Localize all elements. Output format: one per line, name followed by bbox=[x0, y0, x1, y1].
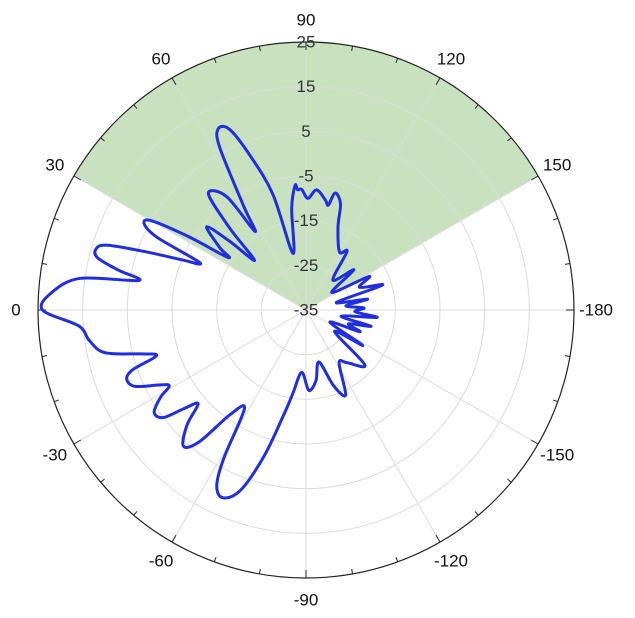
radial-tick-label: 15 bbox=[297, 77, 316, 96]
angle-tick-mark bbox=[133, 104, 138, 109]
angle-tick-mark bbox=[530, 175, 539, 181]
angle-tick-mark bbox=[435, 77, 441, 86]
angular-gridline bbox=[73, 175, 307, 311]
angle-tick-mark bbox=[474, 104, 479, 109]
angle-tick-mark bbox=[171, 77, 177, 86]
angle-tick-label: -90 bbox=[294, 591, 319, 610]
angle-tick-mark bbox=[100, 478, 105, 483]
angle-tick-mark bbox=[213, 556, 217, 563]
angle-tick-mark bbox=[351, 45, 354, 52]
angle-tick-mark bbox=[552, 399, 559, 403]
angle-tick-label: -150 bbox=[540, 446, 574, 465]
angle-tick-mark bbox=[73, 175, 82, 181]
radial-tick-label: -5 bbox=[298, 167, 313, 186]
angle-tick-label: 60 bbox=[152, 49, 171, 68]
radial-tick-label: -25 bbox=[294, 256, 319, 275]
angle-tick-mark bbox=[133, 511, 138, 516]
angle-tick-label: -180 bbox=[579, 301, 613, 320]
polar-grid bbox=[37, 41, 575, 579]
angle-tick-mark bbox=[53, 217, 60, 221]
angular-gridline bbox=[305, 309, 441, 543]
angle-tick-mark bbox=[507, 478, 512, 483]
angle-tick-label: -30 bbox=[43, 446, 68, 465]
angle-tick-mark bbox=[564, 355, 571, 358]
series-layer bbox=[39, 124, 385, 500]
radial-tick-label: -35 bbox=[294, 301, 319, 320]
angle-tick-mark bbox=[564, 262, 571, 265]
angle-tick-mark bbox=[258, 45, 261, 52]
angle-tick-label: 150 bbox=[543, 156, 571, 175]
angle-tick-mark bbox=[351, 568, 354, 575]
radial-tick-label: -15 bbox=[294, 211, 319, 230]
angle-tick-mark bbox=[552, 217, 559, 221]
angle-tick-label: 0 bbox=[11, 301, 20, 320]
angle-tick-mark bbox=[395, 556, 399, 563]
angular-gridline bbox=[305, 77, 441, 311]
angle-tick-mark bbox=[53, 399, 60, 403]
angle-tick-label: 90 bbox=[297, 11, 316, 30]
axis-labels: 90 120 150 -180 -150 -120 -90 -60 -30 0 30 60 -35 -25… bbox=[11, 11, 613, 610]
angle-tick-label: 120 bbox=[437, 49, 465, 68]
angular-gridline bbox=[73, 309, 307, 445]
angle-tick-mark bbox=[474, 511, 479, 516]
angle-tick-mark bbox=[530, 439, 539, 445]
angle-tick-mark bbox=[41, 355, 48, 358]
angle-tick-mark bbox=[41, 262, 48, 265]
angle-tick-mark bbox=[171, 534, 177, 543]
angle-tick-mark bbox=[507, 137, 512, 142]
outer-rim bbox=[37, 41, 575, 579]
series-line bbox=[39, 124, 385, 500]
radial-tick-label: 5 bbox=[301, 122, 310, 141]
angle-tick-mark bbox=[395, 57, 399, 64]
angle-tick-label: 30 bbox=[45, 156, 64, 175]
angle-tick-mark bbox=[100, 137, 105, 142]
angle-tick-mark bbox=[435, 534, 441, 543]
angle-tick-label: -60 bbox=[149, 552, 174, 571]
radial-tick-label: 25 bbox=[297, 33, 316, 52]
angle-tick-label: -120 bbox=[434, 552, 468, 571]
angle-tick-mark bbox=[73, 439, 82, 445]
angle-tick-mark bbox=[213, 57, 217, 64]
angle-tick-mark bbox=[258, 568, 261, 575]
